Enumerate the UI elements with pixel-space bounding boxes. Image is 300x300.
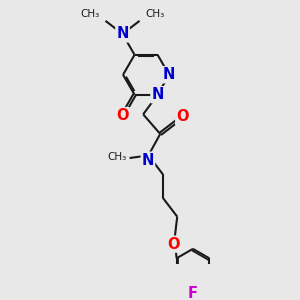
Text: O: O bbox=[167, 237, 179, 252]
Text: N: N bbox=[116, 26, 129, 41]
Text: N: N bbox=[152, 87, 164, 102]
Text: CH₃: CH₃ bbox=[145, 9, 164, 19]
Text: N: N bbox=[142, 153, 154, 168]
Text: O: O bbox=[116, 108, 129, 123]
Text: CH₃: CH₃ bbox=[80, 9, 100, 19]
Text: O: O bbox=[176, 110, 189, 124]
Text: F: F bbox=[188, 286, 198, 300]
Text: N: N bbox=[163, 67, 175, 82]
Text: CH₃: CH₃ bbox=[107, 152, 126, 162]
